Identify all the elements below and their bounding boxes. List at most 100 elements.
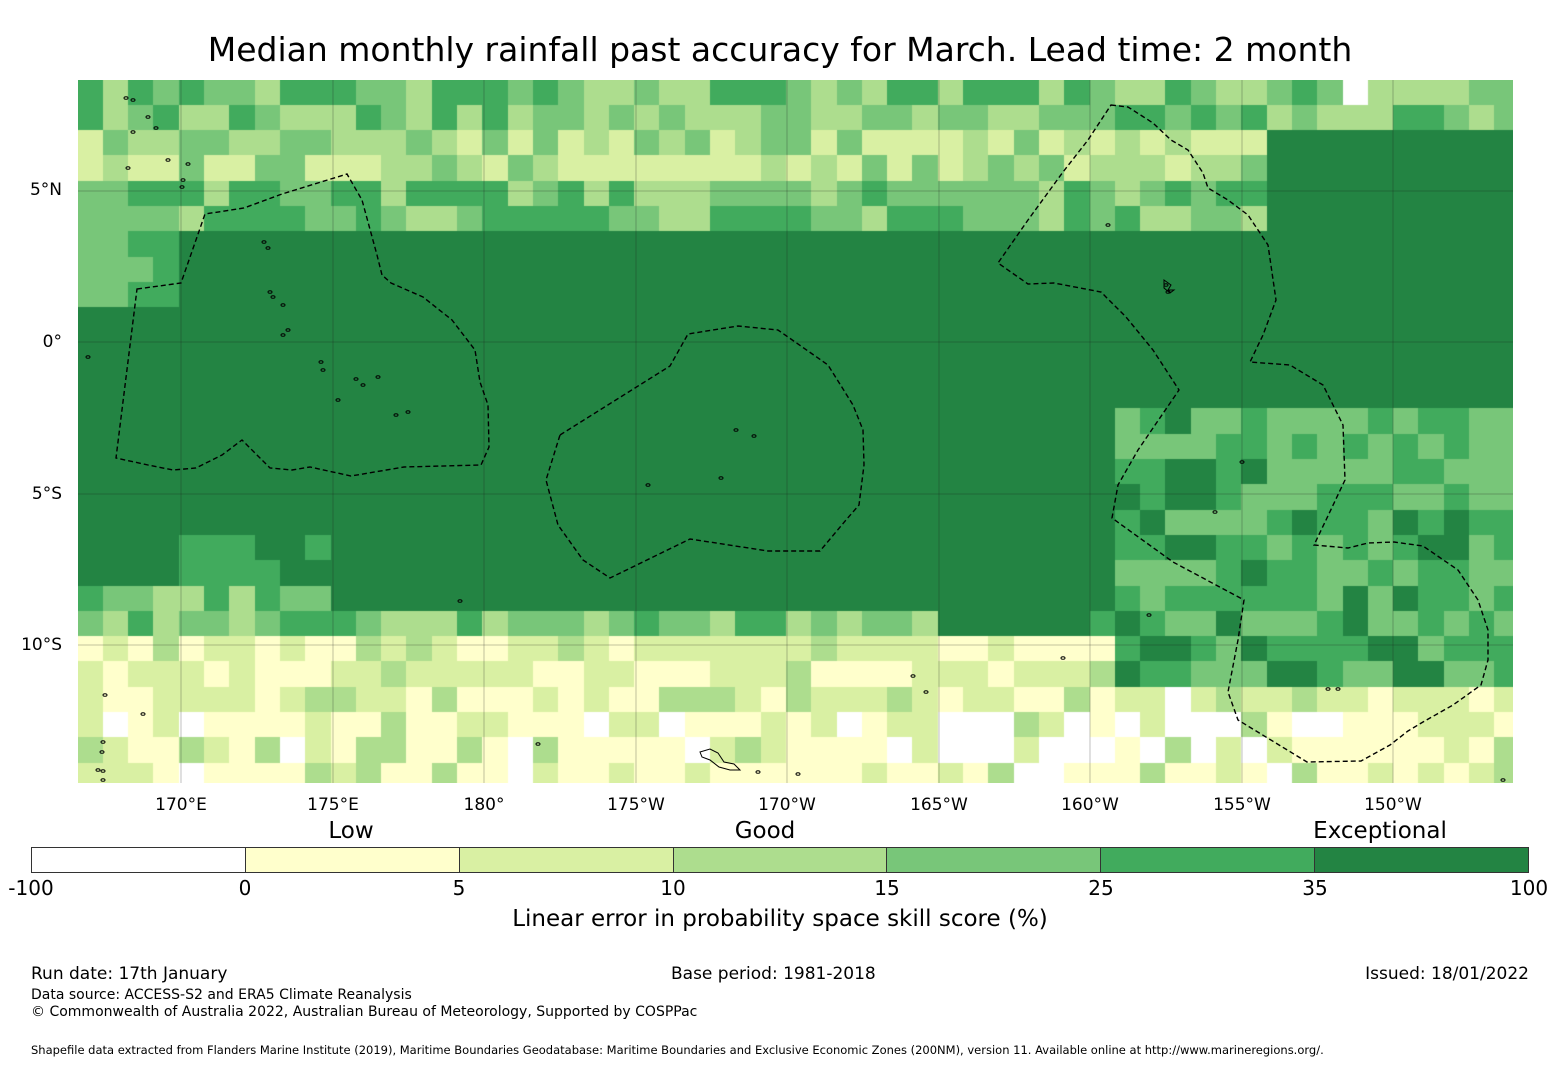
island-outline: [261, 240, 267, 244]
shapefile-note: Shapefile data extracted from Flanders M…: [31, 1043, 1324, 1057]
island-outline-samoa: [699, 748, 742, 771]
island-outline: [393, 413, 399, 417]
island-outline: [280, 333, 286, 337]
colorbar-tick: 35: [1302, 876, 1328, 900]
colorbar-segment: [32, 848, 246, 872]
island-outline: [130, 98, 136, 102]
legend-category-good: Good: [734, 818, 796, 844]
eez-boundary-line-islands: [997, 104, 1489, 763]
copyright: © Commonwealth of Australia 2022, Austra…: [31, 1004, 698, 1020]
island-outline: [1325, 687, 1331, 691]
lat-label-10s: 10°S: [21, 635, 62, 655]
issued-date: Issued: 18/01/2022: [1365, 964, 1529, 984]
colorbar-tick: 0: [238, 876, 252, 900]
colorbar-label: Linear error in probability space skill …: [512, 906, 1048, 932]
colorbar-segment: [245, 848, 460, 872]
island-outline: [280, 303, 286, 307]
island-outline: [1060, 656, 1066, 660]
colorbar-tick: 25: [1088, 876, 1114, 900]
legend-category-exceptional: Exceptional: [1313, 818, 1447, 844]
colorbar-segment: [1101, 848, 1316, 872]
island-outline: [320, 368, 326, 372]
island-outline: [1105, 223, 1111, 227]
island-outline: [85, 355, 91, 359]
island-outline: [718, 476, 724, 480]
lon-label-170w: 170°W: [758, 795, 816, 815]
lat-label-0: 0°: [42, 332, 62, 352]
island-outline: [180, 178, 186, 182]
island-outline: [751, 434, 757, 438]
colorbar-tick: 100: [1509, 876, 1549, 900]
island-outline: [923, 690, 929, 694]
island-outline: [1212, 510, 1218, 514]
island-outline: [405, 410, 411, 414]
island-outline: [360, 383, 366, 387]
island-outline: [100, 778, 106, 782]
island-outline: [267, 290, 273, 294]
map-overlay: [78, 80, 1513, 783]
island-outline: [102, 693, 108, 697]
run-date: Run date: 17th January: [31, 964, 228, 984]
eez-boundary-phoenix-islands: [545, 325, 865, 579]
island-outline: [265, 246, 271, 250]
colorbar-tick: 10: [660, 876, 686, 900]
island-outline: [318, 360, 324, 364]
island-outline: [95, 768, 101, 772]
lat-label-5n: 5°N: [29, 180, 62, 200]
eez-boundaries: [115, 104, 1489, 763]
colorbar-tick: 5: [452, 876, 466, 900]
island-outline: [795, 772, 801, 776]
colorbar-segment: [887, 848, 1102, 872]
island-outline: [755, 770, 761, 774]
island-outline: [100, 740, 106, 744]
base-period: Base period: 1981-2018: [671, 964, 876, 984]
lon-label-170e: 170°E: [155, 795, 207, 815]
island-outline: [179, 185, 185, 189]
island-outline: [99, 750, 105, 754]
lat-label-5s: 5°S: [31, 484, 62, 504]
lon-label-150w: 150°W: [1364, 795, 1422, 815]
colorbar-segment: [673, 848, 888, 872]
colorbar-segment: [459, 848, 674, 872]
island-outline: [353, 377, 359, 381]
island-outline: [1146, 613, 1152, 617]
colorbar-segment: [1315, 848, 1529, 872]
island-outline: [100, 769, 106, 773]
island-outline: [145, 115, 151, 119]
island-outline: [457, 599, 463, 603]
lon-label-160w: 160°W: [1061, 795, 1119, 815]
island-outline: [153, 126, 159, 130]
colorbar-tick: 15: [874, 876, 900, 900]
island-outline: [910, 674, 916, 678]
legend-category-low: Low: [328, 818, 374, 844]
chart-title: Median monthly rainfall past accuracy fo…: [207, 30, 1353, 69]
island-outline: [140, 712, 146, 716]
lon-label-165w: 165°W: [910, 795, 968, 815]
island-outline: [270, 295, 276, 299]
colorbar: [31, 847, 1529, 873]
island-outline: [123, 96, 129, 100]
island-outline: [1163, 283, 1169, 287]
coastlines: [85, 96, 1506, 782]
island-outline: [1500, 778, 1506, 782]
island-outline: [285, 328, 291, 332]
island-outline: [335, 398, 341, 402]
lon-label-175w: 175°W: [607, 795, 665, 815]
island-outline: [185, 162, 191, 166]
skill-score-raster: [78, 80, 1513, 783]
island-outline: [1239, 460, 1245, 464]
island-outline: [130, 130, 136, 134]
island-outline-kiritimati: [1163, 279, 1176, 294]
island-outline: [1335, 687, 1341, 691]
graticule-lines: [78, 80, 1513, 783]
skill-score-map: [78, 80, 1513, 783]
island-outline: [125, 166, 131, 170]
eez-boundary-tuvalu-kiribati-west: [115, 173, 490, 477]
lon-label-155w: 155°W: [1213, 795, 1271, 815]
island-outline: [535, 742, 541, 746]
island-outline: [165, 158, 171, 162]
island-outline: [645, 483, 651, 487]
lon-label-175e: 175°E: [307, 795, 359, 815]
data-source: Data source: ACCESS-S2 and ERA5 Climate …: [31, 987, 412, 1003]
island-outline: [375, 375, 381, 379]
